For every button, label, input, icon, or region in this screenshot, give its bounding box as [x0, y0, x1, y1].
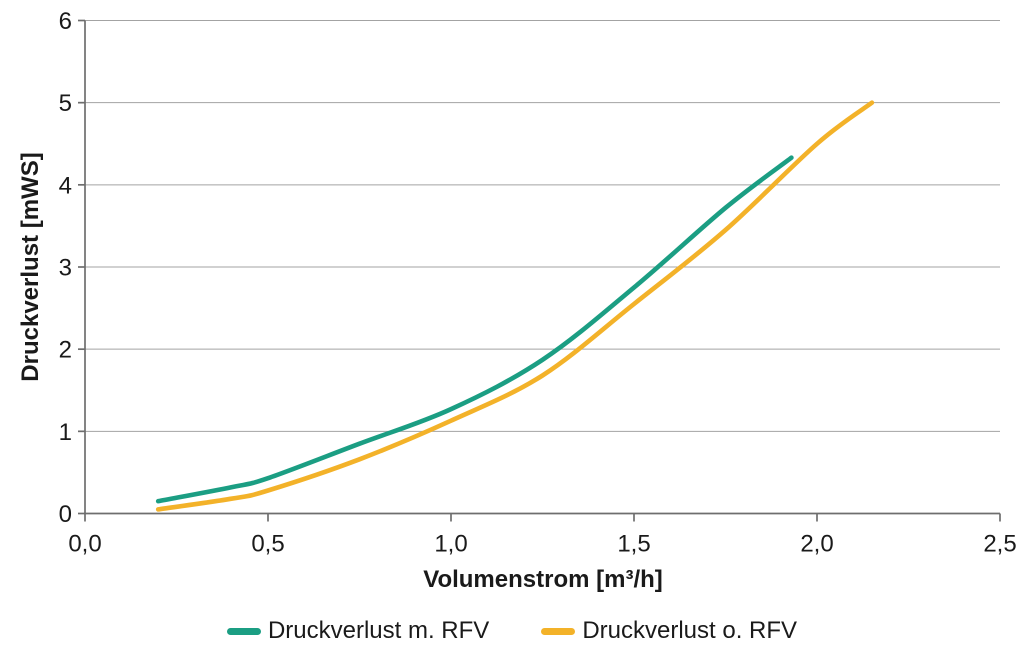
gridlines: [85, 20, 1000, 432]
legend-item-m-rfv: Druckverlust m. RFV: [226, 617, 490, 645]
y-tick-label: 5: [59, 90, 72, 117]
x-axis-title: Volumenstrom [m³/h]: [423, 566, 663, 593]
legend-line-marker-o-rfv: [541, 627, 576, 635]
x-tick-label: 0,0: [68, 531, 101, 558]
x-tick-label: 1,0: [434, 531, 467, 558]
axes: [78, 19, 1001, 522]
legend-item-o-rfv: Druckverlust o. RFV: [541, 617, 797, 645]
legend-line-marker-m-rfv: [226, 627, 261, 635]
legend-label-o-rfv: Druckverlust o. RFV: [582, 617, 798, 644]
series-line-druckverlust-o-rfv: [155, 100, 875, 512]
legend-label-m-rfv: Druckverlust m. RFV: [267, 617, 490, 644]
x-tick-label: 2,0: [800, 531, 833, 558]
y-tick-label: 0: [59, 501, 72, 528]
x-tick-label: 2,5: [983, 531, 1016, 558]
x-tick-label: 0,5: [251, 531, 284, 558]
legend: Druckverlust m. RFV Druckverlust o. RFV: [0, 613, 1024, 649]
x-tick-label: 1,5: [617, 531, 650, 558]
y-tick-label: 6: [59, 8, 72, 35]
y-tick-label: 1: [59, 419, 72, 446]
series-line-druckverlust-m-rfv: [155, 155, 794, 504]
y-axis-title: Druckverlust [mWS]: [17, 152, 44, 381]
tick-labels: 0 1 2 3 4 5 6 0,0 0,5 1,0 1,5 2,0 2,5: [59, 8, 1017, 558]
y-tick-label: 4: [59, 172, 72, 199]
series-lines: [155, 100, 875, 512]
y-tick-label: 2: [59, 337, 72, 364]
y-tick-label: 3: [59, 255, 72, 282]
